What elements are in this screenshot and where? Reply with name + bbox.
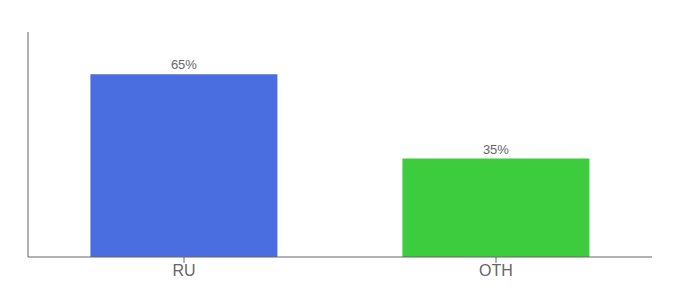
svg-text:65%: 65%	[171, 57, 197, 72]
svg-text:OTH: OTH	[479, 262, 513, 279]
svg-text:35%: 35%	[483, 142, 509, 157]
svg-text:RU: RU	[172, 262, 195, 279]
